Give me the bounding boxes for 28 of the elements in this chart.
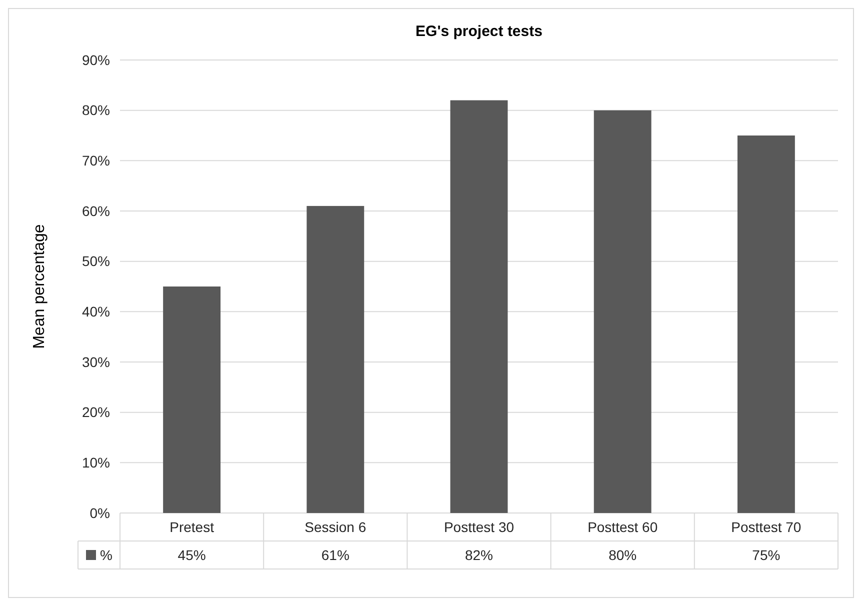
bar [306, 206, 364, 513]
data-label: 61% [321, 546, 350, 563]
y-tick-label: 40% [82, 304, 110, 320]
data-label: 75% [752, 546, 780, 563]
bar [450, 100, 508, 513]
data-label: 82% [464, 546, 494, 563]
y-tick-label: 10% [82, 454, 110, 471]
bar [163, 286, 221, 513]
y-tick-label: 80% [82, 102, 110, 118]
x-tick-label: Posttest 70 [731, 518, 802, 535]
y-tick-label: 50% [82, 253, 110, 270]
y-tick-label: 70% [82, 152, 110, 169]
y-tick-label: 30% [82, 354, 110, 370]
x-tick-label: Session 6 [304, 518, 366, 535]
data-label: 45% [178, 546, 206, 563]
chart-title: EG's project tests [416, 23, 542, 40]
x-tick-label: Pretest [170, 518, 214, 535]
legend-label: % [100, 546, 112, 563]
y-tick-label: 20% [82, 404, 110, 420]
x-tick-label: Posttest 60 [588, 518, 658, 535]
bar [737, 136, 795, 513]
bar [594, 110, 652, 513]
data-label: 80% [608, 546, 637, 563]
y-tick-label: 90% [82, 52, 110, 68]
y-tick-label: 0% [90, 504, 110, 521]
x-tick-label: Posttest 30 [444, 518, 514, 535]
y-axis-title: Mean percentage [31, 224, 48, 349]
y-tick-label: 60% [82, 202, 110, 219]
